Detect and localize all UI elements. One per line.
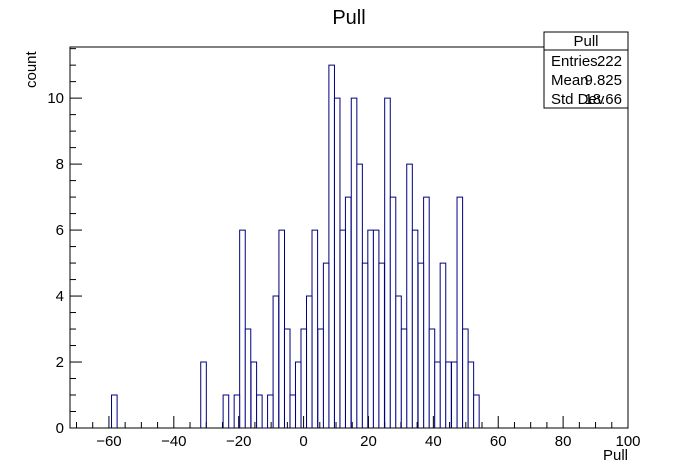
histogram-bin [474,395,480,428]
histogram-bin [418,263,424,428]
stats-mean-value: 9.825 [584,72,622,89]
histogram-bin [351,98,357,428]
histogram-bin [307,296,313,428]
histogram-bin [245,329,251,428]
histogram-bin [323,263,329,428]
stats-box-title: Pull [573,33,598,50]
histogram-bin [295,362,301,428]
histogram-bin [452,362,458,428]
stats-entries-label: Entries [551,53,598,70]
histogram-bin [279,230,285,428]
histogram-bin [368,230,374,428]
histogram-bin [396,296,402,428]
histogram-bin [312,230,318,428]
stats-stddev-label: Std Dev [551,91,605,108]
x-tick-label: 20 [360,433,377,450]
histogram-bin [424,197,430,428]
histogram-bin [223,395,229,428]
histogram-bin [257,395,263,428]
histogram-bin [401,329,407,428]
histogram-bin [390,197,396,428]
x-tick-label: −20 [226,433,251,450]
histogram-bin [435,362,441,428]
histogram-bin [345,197,351,428]
x-tick-label: −40 [161,433,186,450]
x-axis-title: Pull [603,447,628,464]
histogram-bin [240,230,246,428]
histogram-bin [357,164,363,428]
histogram-bin [340,230,346,428]
histogram-bin [334,98,340,428]
x-tick-label: 40 [425,433,442,450]
x-axis: −60 −40 −20 0 20 40 60 80 100 [75,416,641,450]
histogram-bin [468,362,474,428]
stats-entries-value: 222 [597,53,622,70]
histogram-bin [284,329,290,428]
stats-box: Pull Entries 222 Mean 9.825 Std Dev 18.6… [543,31,629,109]
y-tick-label: 4 [56,288,64,305]
histogram-bin [457,197,463,428]
x-tick-label: 60 [490,433,507,450]
histogram-bin [373,230,379,428]
plot-frame [69,46,629,429]
histogram-bin [318,329,324,428]
histogram-bin [407,164,413,428]
histogram-bin [301,329,307,428]
histogram-bin [251,362,257,428]
y-axis-title: count [23,50,40,88]
histogram-bin [362,263,368,428]
histogram-outline [111,64,480,429]
histogram-bin [385,98,391,428]
stats-box-frame [543,31,629,109]
histogram-bin [463,329,469,428]
histogram-bin [440,263,446,428]
histogram-bin [412,230,418,428]
y-tick-label: 6 [56,222,64,239]
x-tick-label: 0 [299,433,307,450]
histogram-bin [112,395,118,428]
histogram-bin [201,362,207,428]
histogram-bin [446,362,452,428]
histogram-bin [268,395,274,428]
stats-stddev-value: 18.66 [584,91,622,108]
y-tick-label: 0 [56,420,64,437]
y-tick-label: 8 [56,156,64,173]
y-tick-label: 2 [56,354,64,371]
histogram-bin [329,65,335,428]
x-tick-label: 100 [615,433,640,450]
histogram-bin [290,395,296,428]
stats-mean-label: Mean [551,72,589,89]
x-tick-label: 80 [555,433,572,450]
y-tick-label: 10 [47,90,64,107]
histogram-bin [273,296,279,428]
x-tick-label: −60 [96,433,121,450]
chart-title: Pull [332,7,365,29]
histogram-bin [379,263,385,428]
histogram-bin [429,329,435,428]
y-axis: 0 2 4 6 8 10 [47,48,82,437]
